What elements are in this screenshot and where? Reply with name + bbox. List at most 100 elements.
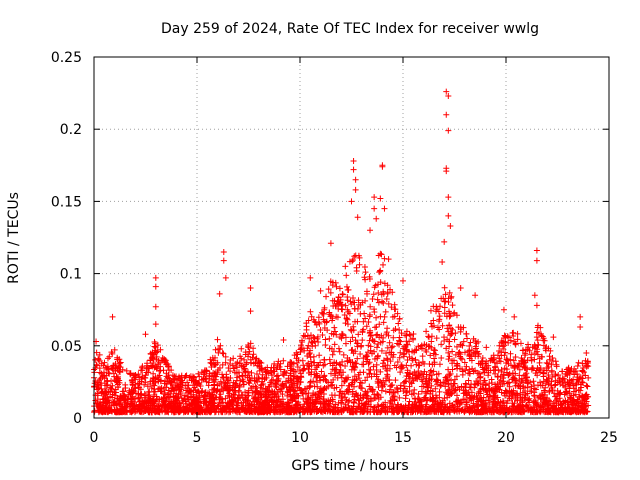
data-point (167, 398, 174, 405)
data-point (430, 322, 437, 329)
data-point (494, 380, 501, 387)
data-point (509, 403, 516, 410)
y-axis-label: ROTI / TECUs (6, 192, 22, 284)
data-point (566, 376, 573, 383)
data-point (122, 385, 129, 392)
data-point (104, 381, 111, 388)
data-point (299, 408, 306, 415)
data-point (494, 387, 501, 394)
data-point (549, 354, 556, 361)
data-point (254, 408, 261, 415)
data-point (180, 397, 187, 404)
data-point (317, 287, 324, 294)
data-point (342, 320, 349, 327)
data-point (512, 354, 519, 361)
data-point (322, 376, 329, 383)
data-point (242, 402, 249, 409)
data-point (227, 386, 234, 393)
data-point (369, 336, 376, 343)
data-point (567, 395, 574, 402)
data-point (376, 321, 383, 328)
data-point (347, 338, 354, 345)
data-point (502, 392, 509, 399)
data-point (535, 341, 542, 348)
data-point (426, 334, 433, 341)
data-point (314, 394, 321, 401)
data-point (141, 381, 148, 388)
x-tick-label: 5 (193, 430, 202, 446)
data-point (108, 378, 115, 385)
data-point (124, 400, 131, 407)
data-point (282, 380, 289, 387)
data-point (308, 394, 315, 401)
data-point (386, 405, 393, 412)
data-point (359, 337, 366, 344)
data-point (208, 397, 215, 404)
data-point (339, 291, 346, 298)
data-point (466, 366, 473, 373)
data-point (433, 335, 440, 342)
data-point (287, 360, 294, 367)
data-point (460, 396, 467, 403)
data-point (446, 353, 453, 360)
data-point (307, 274, 314, 281)
data-point (198, 408, 205, 415)
data-point (553, 361, 560, 368)
data-point (477, 373, 484, 380)
data-point (374, 355, 381, 362)
data-point (543, 367, 550, 374)
data-point (126, 370, 133, 377)
data-point (577, 387, 584, 394)
data-point (533, 247, 540, 254)
data-point (511, 313, 518, 320)
data-point (326, 345, 333, 352)
data-point (510, 374, 517, 381)
data-point (409, 355, 416, 362)
data-point (366, 313, 373, 320)
data-point (255, 374, 262, 381)
data-point (352, 318, 359, 325)
data-point (374, 391, 381, 398)
data-point (394, 310, 401, 317)
data-point (313, 374, 320, 381)
y-tick-label: 0.15 (51, 194, 82, 210)
data-point (342, 340, 349, 347)
data-point (160, 367, 167, 374)
data-point (531, 350, 538, 357)
data-point (582, 391, 589, 398)
data-point (309, 406, 316, 413)
data-point (313, 379, 320, 386)
data-point (545, 371, 552, 378)
data-point (358, 400, 365, 407)
data-point (543, 406, 550, 413)
data-point (333, 384, 340, 391)
data-point (348, 347, 355, 354)
data-point (475, 350, 482, 357)
data-point (308, 362, 315, 369)
data-point (152, 388, 159, 395)
data-point (548, 367, 555, 374)
data-point (129, 381, 136, 388)
data-point (350, 157, 357, 164)
data-point (310, 316, 317, 323)
data-point (236, 360, 243, 367)
data-point (339, 358, 346, 365)
data-point (448, 330, 455, 337)
data-point (288, 396, 295, 403)
data-point (390, 334, 397, 341)
data-point (271, 406, 278, 413)
data-point (351, 396, 358, 403)
data-point (107, 407, 114, 414)
data-point (208, 373, 215, 380)
data-point (305, 360, 312, 367)
data-point (256, 404, 263, 411)
data-point (386, 349, 393, 356)
data-point (280, 372, 287, 379)
data-point (480, 386, 487, 393)
data-point (348, 198, 355, 205)
data-point (380, 299, 387, 306)
data-point (462, 388, 469, 395)
data-point (342, 394, 349, 401)
data-point (552, 393, 559, 400)
data-point (484, 391, 491, 398)
